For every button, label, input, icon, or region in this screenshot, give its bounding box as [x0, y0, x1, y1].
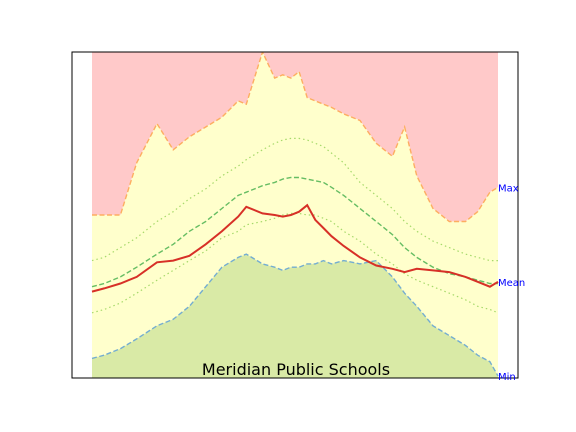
mean-line — [91, 203, 499, 293]
side-label-max: Max — [498, 183, 519, 194]
plot-area — [91, 52, 499, 378]
lower-dotted-line — [91, 212, 499, 314]
upper-dotted-line — [91, 137, 498, 262]
chart-title: Meridian Public Schools — [202, 360, 390, 379]
min-line — [91, 253, 499, 377]
max-line — [92, 52, 499, 223]
axes-frame — [71, 51, 519, 379]
upper-dashed-line — [91, 176, 498, 288]
side-label-mean: Mean — [498, 278, 525, 289]
below-min-region — [92, 254, 498, 378]
side-label-min: Min — [498, 372, 516, 383]
side-labels: Max Mean Min — [498, 183, 525, 383]
above-max-region — [92, 52, 498, 222]
